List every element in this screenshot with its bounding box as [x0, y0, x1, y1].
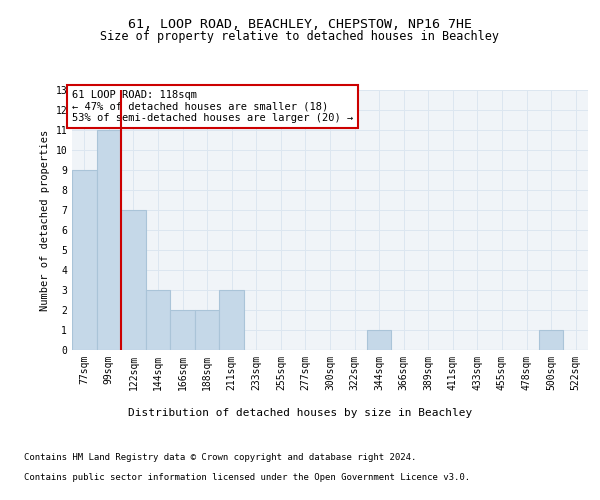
- Bar: [97, 130, 121, 350]
- Bar: [121, 210, 146, 350]
- Bar: [72, 170, 97, 350]
- Text: Size of property relative to detached houses in Beachley: Size of property relative to detached ho…: [101, 30, 499, 43]
- Bar: [220, 290, 244, 350]
- Text: Contains HM Land Registry data © Crown copyright and database right 2024.: Contains HM Land Registry data © Crown c…: [24, 453, 416, 462]
- Y-axis label: Number of detached properties: Number of detached properties: [40, 130, 50, 310]
- Text: Distribution of detached houses by size in Beachley: Distribution of detached houses by size …: [128, 408, 472, 418]
- Bar: [195, 310, 220, 350]
- Bar: [539, 330, 563, 350]
- Text: 61 LOOP ROAD: 118sqm
← 47% of detached houses are smaller (18)
53% of semi-detac: 61 LOOP ROAD: 118sqm ← 47% of detached h…: [72, 90, 353, 123]
- Bar: [170, 310, 195, 350]
- Bar: [367, 330, 391, 350]
- Text: Contains public sector information licensed under the Open Government Licence v3: Contains public sector information licen…: [24, 473, 470, 482]
- Text: 61, LOOP ROAD, BEACHLEY, CHEPSTOW, NP16 7HE: 61, LOOP ROAD, BEACHLEY, CHEPSTOW, NP16 …: [128, 18, 472, 30]
- Bar: [146, 290, 170, 350]
